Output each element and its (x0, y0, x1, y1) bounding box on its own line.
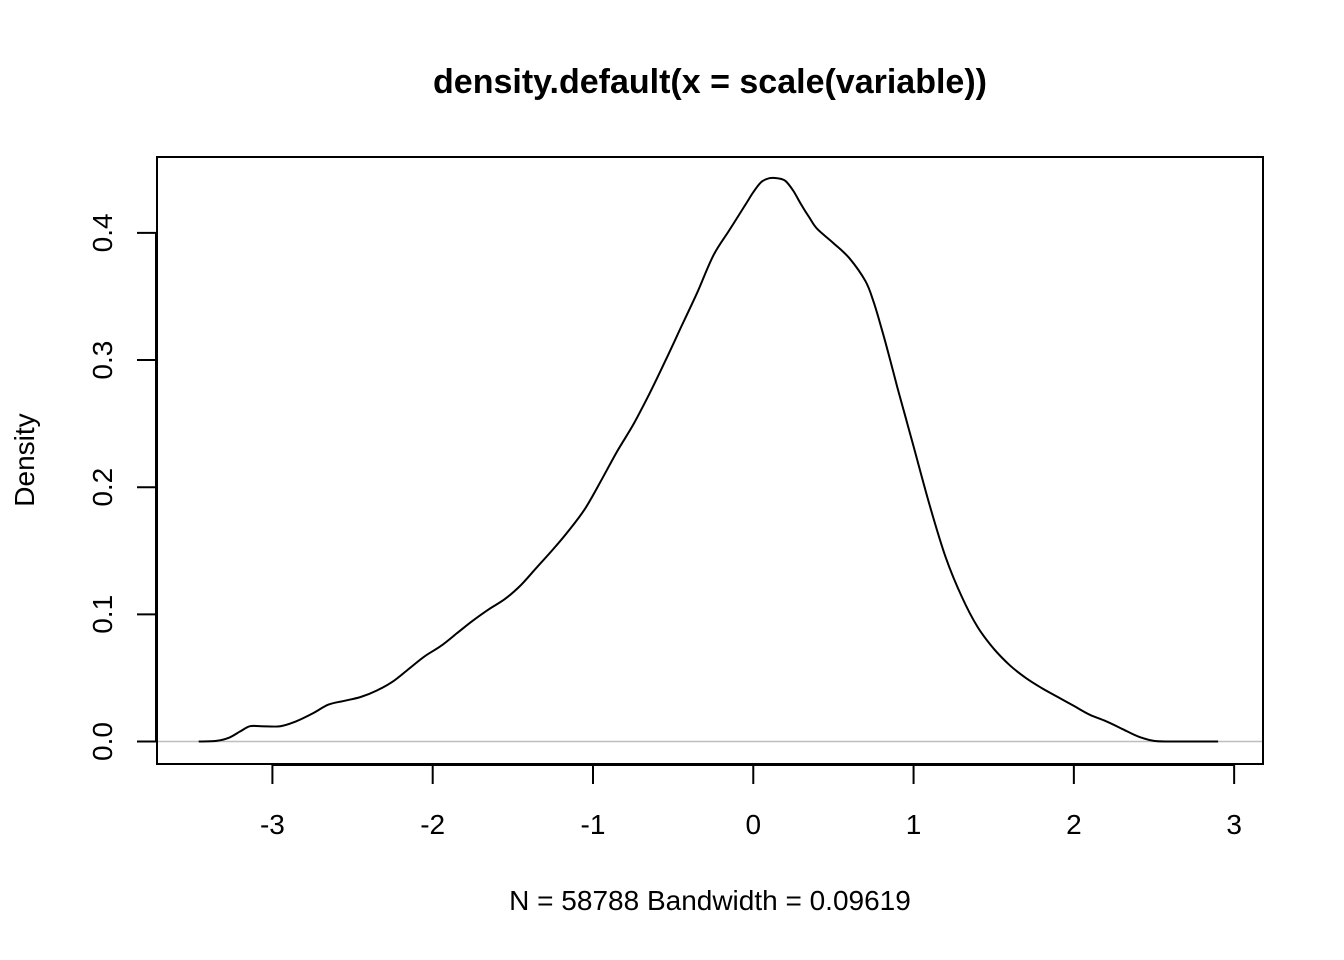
y-tick-label: 0.3 (87, 341, 118, 380)
density-curve (198, 176, 1219, 743)
density-curve-layer (198, 176, 1219, 743)
x-tick-label: -3 (260, 809, 285, 840)
x-axis-title: N = 58788 Bandwidth = 0.09619 (509, 885, 911, 916)
x-tick-label: -1 (581, 809, 606, 840)
x-tick-label: 1 (906, 809, 922, 840)
y-axis-title: Density (9, 413, 40, 506)
x-tick-label: 3 (1226, 809, 1242, 840)
x-tick-label: -2 (420, 809, 445, 840)
plot-frame (156, 156, 1264, 765)
chart-title: density.default(x = scale(variable)) (433, 63, 987, 101)
x-axis: -3 -2 -1 0 1 2 3 (260, 764, 1242, 840)
y-axis: 0.0 0.1 0.2 0.3 0.4 (87, 213, 157, 761)
x-tick-label: 0 (745, 809, 761, 840)
y-tick-label: 0.2 (87, 468, 118, 507)
x-tick-label: 2 (1066, 809, 1082, 840)
y-tick-label: 0.0 (87, 722, 118, 761)
y-tick-label: 0.1 (87, 595, 118, 634)
y-tick-label: 0.4 (87, 213, 118, 252)
